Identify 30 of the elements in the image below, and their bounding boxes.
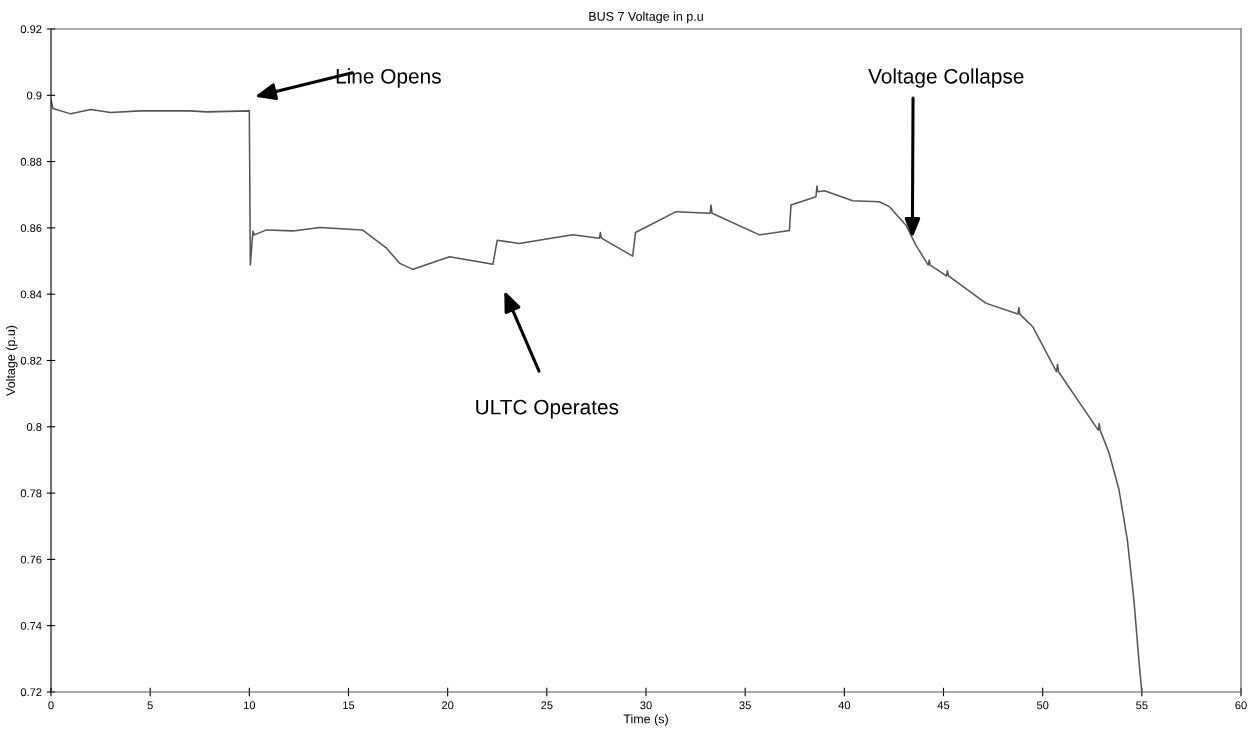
- annotation: Voltage Collapse: [868, 68, 1024, 88]
- y-tick-label: 0.8: [26, 423, 42, 431]
- x-tick-label: 0: [48, 701, 54, 710]
- x-tick-label: 50: [1036, 701, 1049, 710]
- x-tick-label: 35: [739, 701, 751, 710]
- x-tick-label: 20: [442, 701, 454, 710]
- x-tick-label: 5: [147, 701, 153, 710]
- y-tick-label: 0.88: [20, 157, 42, 166]
- annotation: Line Opens: [336, 68, 441, 88]
- y-tick-label: 0.72: [20, 688, 42, 697]
- x-tick-label: 40: [838, 701, 851, 710]
- x-tick-label: 15: [343, 701, 355, 710]
- x-tick-label: 45: [937, 701, 950, 710]
- annotation: ULTC Operates: [476, 399, 619, 419]
- y-tick-label: 0.74: [20, 621, 42, 630]
- y-tick-label: 0.78: [20, 489, 42, 498]
- x-tick-label: 10: [244, 701, 256, 710]
- y-tick-label: 0.86: [20, 224, 42, 233]
- y-tick-label: 0.9: [26, 91, 42, 100]
- chart-title: BUS 7 Voltage in p.u: [589, 11, 703, 24]
- y-axis-title: Voltage (p.u): [5, 325, 18, 396]
- x-tick-label: 30: [640, 701, 652, 710]
- y-tick-label: 0.92: [20, 25, 42, 34]
- x-axis-title: Time (s): [623, 714, 668, 726]
- y-tick-label: 0.82: [20, 356, 42, 365]
- x-tick-label: 55: [1136, 701, 1148, 710]
- x-tick-label: 25: [541, 701, 553, 710]
- y-tick-label: 0.76: [20, 555, 42, 564]
- x-tick-label: 60: [1235, 701, 1247, 710]
- y-tick-label: 0.84: [20, 290, 42, 299]
